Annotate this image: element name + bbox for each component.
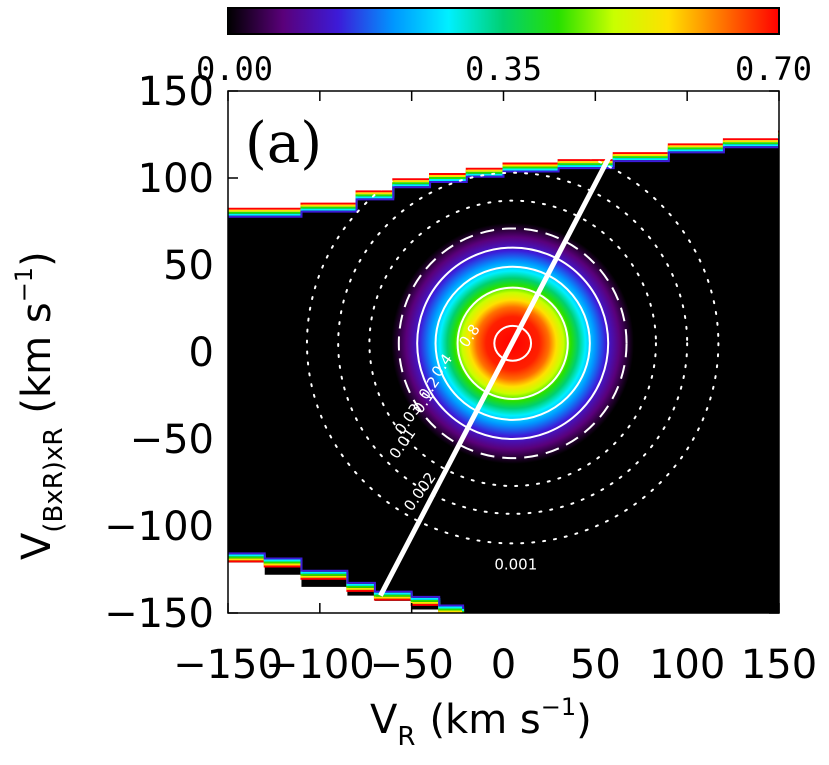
fit-line xyxy=(378,154,613,597)
upper-edge-stripe xyxy=(228,138,779,218)
lower-boundary-edge xyxy=(228,552,465,613)
colorbar-ticks: 0.00 0.35 0.70 xyxy=(196,50,812,88)
y-tick-label: −50 xyxy=(130,417,214,463)
contour-0.8 xyxy=(493,324,533,362)
colorbar-tick-label: 0.00 xyxy=(196,50,273,88)
x-tick-label: 50 xyxy=(570,642,621,688)
y-tick-label: 150 xyxy=(138,69,214,115)
contour-0.2 xyxy=(434,265,591,421)
y-tick-label: −100 xyxy=(104,504,214,550)
x-tick-label: −150 xyxy=(173,642,283,688)
x-axis-label: VR (km s−1) xyxy=(370,693,592,752)
contour-0.4 xyxy=(456,286,569,400)
y-tick-label: 0 xyxy=(189,330,214,376)
x-axis-ticks: −150−100−50 0 50 100 150 xyxy=(173,91,817,688)
contour-0.01 xyxy=(368,199,657,487)
x-tick-label: −50 xyxy=(369,642,453,688)
colorbar-tick-label: 0.35 xyxy=(465,50,542,88)
contours xyxy=(305,142,720,545)
y-tick-label: 100 xyxy=(138,156,214,202)
panel-label: (a) xyxy=(245,111,322,176)
y-axis-label: V(BxR)xR(km s−1) xyxy=(10,251,69,560)
contour-0.002 xyxy=(337,171,689,515)
y-axis-ticks: 150 100 50 0 −50 −100 −150 xyxy=(104,69,779,637)
x-tick-label: 150 xyxy=(741,642,817,688)
y-tick-label: −150 xyxy=(104,591,214,637)
contour-0.1 xyxy=(416,246,610,440)
colorbar-tick-label: 0.70 xyxy=(735,50,812,88)
contour-0.03 xyxy=(397,227,628,460)
contour-label: 0.001 xyxy=(494,556,537,574)
colorbar xyxy=(227,7,780,35)
y-tick-label: 50 xyxy=(163,243,214,289)
x-tick-label: 0 xyxy=(491,642,516,688)
lower-edge-stripe xyxy=(228,552,465,609)
x-tick-label: 100 xyxy=(649,642,725,688)
contour-0.001 xyxy=(305,142,720,545)
x-tick-label: −100 xyxy=(265,642,375,688)
